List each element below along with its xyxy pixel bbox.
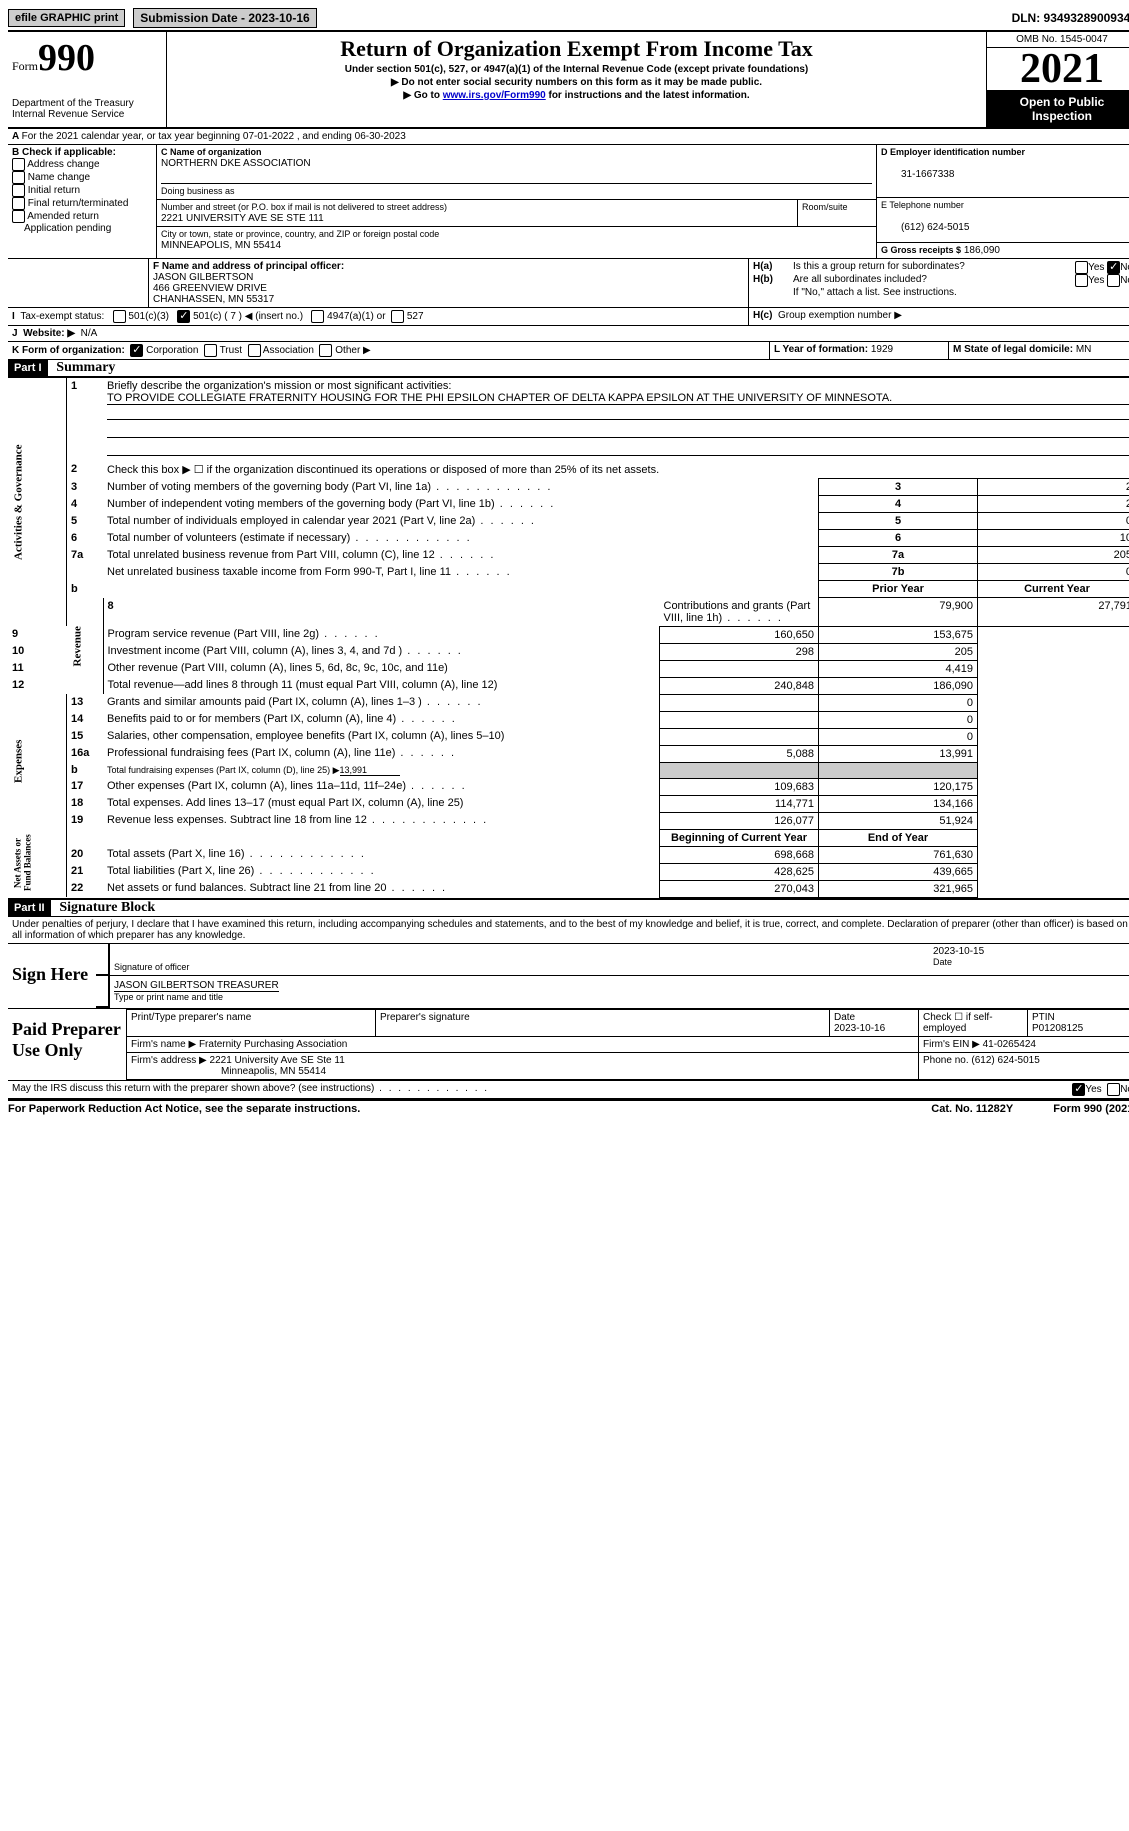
paid-preparer-label: Paid Preparer Use Only xyxy=(8,1009,126,1080)
preparer-date: 2023-10-16 xyxy=(834,1023,885,1034)
form-title: Return of Organization Exempt From Incom… xyxy=(171,36,982,62)
part2-header: Part II xyxy=(8,900,51,916)
firm-name: Fraternity Purchasing Association xyxy=(199,1039,347,1050)
subtitle-3: ▶ Go to www.irs.gov/Form990 for instruct… xyxy=(171,90,982,101)
vlabel-revenue: Revenue xyxy=(67,598,104,695)
firm-ein: 41-0265424 xyxy=(983,1039,1036,1050)
org-name: NORTHERN DKE ASSOCIATION xyxy=(161,158,311,169)
section-b: B Check if applicable: Address change Na… xyxy=(8,145,157,258)
c-name-label: C Name of organization xyxy=(161,147,262,157)
dept-treasury: Department of the Treasury xyxy=(12,98,162,109)
irs-label: Internal Revenue Service xyxy=(12,109,162,120)
vlabel-expenses: Expenses xyxy=(8,694,67,829)
efile-print-button[interactable]: efile GRAPHIC print xyxy=(8,9,125,27)
cat-no: Cat. No. 11282Y xyxy=(931,1103,1013,1115)
perjury-statement: Under penalties of perjury, I declare th… xyxy=(8,917,1129,944)
org-city: MINNEAPOLIS, MN 55414 xyxy=(161,240,281,251)
ptin: P01208125 xyxy=(1032,1023,1083,1034)
ein: 31-1667338 xyxy=(901,169,954,180)
officer-name: JASON GILBERTSON xyxy=(153,272,253,283)
summary-table: Activities & Governance 1 Briefly descri… xyxy=(8,378,1129,898)
firm-phone: (612) 624-5015 xyxy=(971,1055,1039,1066)
irs-link[interactable]: www.irs.gov/Form990 xyxy=(443,90,546,101)
officer-sign-name: JASON GILBERTSON TREASURER xyxy=(114,980,279,992)
vlabel-netassets: Net Assets orFund Balances xyxy=(8,829,67,897)
tax-year: 2021 xyxy=(987,48,1129,91)
pra-notice: For Paperwork Reduction Act Notice, see … xyxy=(8,1103,360,1115)
vlabel-activities: Activities & Governance xyxy=(8,378,67,626)
sign-date: 2023-10-15 xyxy=(933,946,984,957)
website: N/A xyxy=(81,328,98,339)
subtitle-1: Under section 501(c), 527, or 4947(a)(1)… xyxy=(171,64,982,75)
form-footer: Form 990 (2021) xyxy=(1053,1103,1129,1115)
gross-receipts: 186,090 xyxy=(964,245,1000,256)
sign-here-label: Sign Here xyxy=(8,944,96,1008)
form-header: Form990 Department of the Treasury Inter… xyxy=(8,32,1129,129)
open-to-public: Open to PublicInspection xyxy=(987,91,1129,127)
org-address: 2221 UNIVERSITY AVE SE STE 111 xyxy=(161,213,324,224)
submission-date: Submission Date - 2023-10-16 xyxy=(133,8,316,28)
telephone: (612) 624-5015 xyxy=(901,222,969,233)
discuss-question: May the IRS discuss this return with the… xyxy=(12,1083,1072,1096)
subtitle-2: ▶ Do not enter social security numbers o… xyxy=(171,77,982,88)
dba-label: Doing business as xyxy=(161,186,235,196)
form-number: Form990 xyxy=(12,36,162,80)
top-bar: efile GRAPHIC print Submission Date - 20… xyxy=(8,8,1129,32)
part1-header: Part I xyxy=(8,360,48,376)
year-formation: 1929 xyxy=(871,344,893,355)
line-a-tax-year: A For the 2021 calendar year, or tax yea… xyxy=(8,129,1129,145)
state-domicile: MN xyxy=(1076,344,1092,355)
dln: DLN: 93493289009343 xyxy=(1012,11,1129,25)
mission: TO PROVIDE COLLEGIATE FRATERNITY HOUSING… xyxy=(107,392,1129,405)
